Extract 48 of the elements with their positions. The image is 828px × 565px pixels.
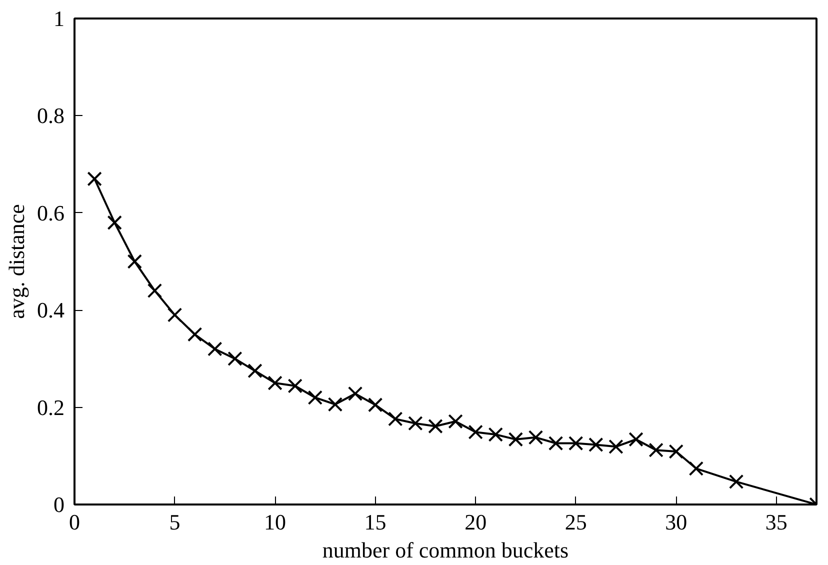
point xyxy=(648,442,664,458)
point xyxy=(548,436,564,451)
y-tick-label: 0.2 xyxy=(37,394,64,420)
x-tick-label: 15 xyxy=(364,510,386,534)
point xyxy=(688,461,704,476)
x-tick-label: 35 xyxy=(765,510,788,534)
point xyxy=(528,430,544,445)
point xyxy=(268,376,282,390)
x-axis-title: number of common buckets xyxy=(322,538,569,562)
point xyxy=(288,378,302,394)
point xyxy=(368,398,383,412)
point xyxy=(167,308,182,322)
y-tick-label: 0 xyxy=(54,492,64,517)
y-tick-label: 0.6 xyxy=(37,200,64,226)
point xyxy=(308,390,323,405)
point xyxy=(228,351,242,366)
x-tick-label: 20 xyxy=(464,510,487,534)
point xyxy=(248,363,262,378)
point xyxy=(588,437,604,452)
point xyxy=(468,424,483,440)
point xyxy=(187,327,202,342)
point xyxy=(127,254,142,269)
point xyxy=(147,283,162,298)
point xyxy=(728,474,744,490)
point xyxy=(208,342,222,356)
x-tick-label: 30 xyxy=(665,510,688,534)
point xyxy=(107,215,122,230)
point xyxy=(488,427,503,442)
y-tick-label: 1 xyxy=(54,6,64,31)
point xyxy=(608,439,624,454)
point xyxy=(408,416,423,431)
point xyxy=(668,444,684,459)
x-tick-label: 0 xyxy=(69,510,80,534)
point xyxy=(328,397,343,412)
y-axis-title: avg. distance xyxy=(4,204,29,319)
point xyxy=(628,432,644,447)
point xyxy=(428,418,443,434)
point xyxy=(508,432,524,447)
y-tick-label: 0.4 xyxy=(37,298,64,323)
point xyxy=(448,414,463,429)
x-tick-label: 25 xyxy=(564,510,587,534)
y-tick-label: 0.8 xyxy=(37,103,64,128)
x-tick-label: 10 xyxy=(264,510,286,534)
x-tick-label: 5 xyxy=(169,510,180,534)
point xyxy=(348,386,363,402)
point xyxy=(568,436,584,451)
point xyxy=(388,412,403,426)
point xyxy=(87,172,102,186)
